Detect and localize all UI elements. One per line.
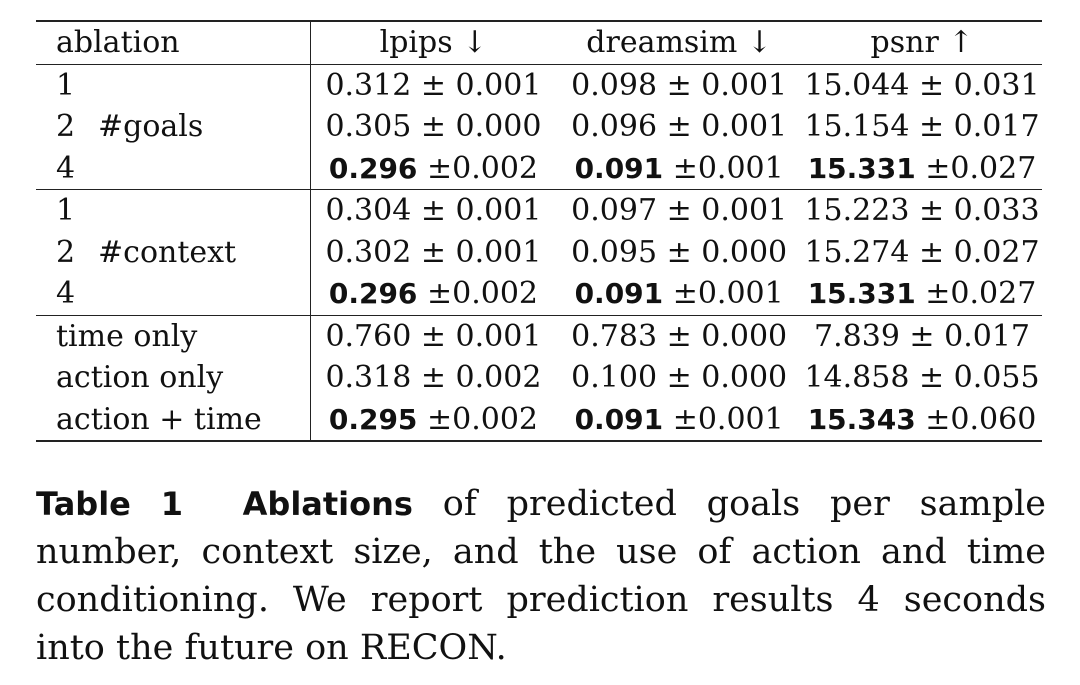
best-value: 0.091: [574, 402, 664, 436]
ablation-cell: action only: [36, 357, 311, 399]
table-row: 1 0.304 ± 0.001 0.097 ± 0.001 15.223 ± 0…: [36, 189, 1042, 232]
ablation-cell: 1: [36, 64, 311, 106]
group-label: #context: [98, 234, 237, 270]
group-goals: 1 0.312 ± 0.001 0.098 ± 0.001 15.044 ± 0…: [36, 64, 1042, 190]
table-header: ablation lpips ↓ dreamsim ↓ psnr ↑: [36, 21, 1042, 64]
header-psnr: psnr ↑: [870, 25, 974, 60]
caption-text: of predicted goals per sample number, co…: [36, 484, 1046, 668]
dreamsim-cell: 0.091 ±0.001: [556, 273, 802, 315]
psnr-cell: 15.044 ± 0.031: [804, 67, 1040, 103]
header-dreamsim: dreamsim ↓: [586, 25, 773, 60]
dreamsim-cell: 0.100 ± 0.000: [571, 360, 788, 395]
psnr-cell: 14.858 ± 0.055: [804, 360, 1040, 395]
best-value: 15.331: [807, 151, 916, 185]
psnr-cell: 15.343 ±0.060: [802, 399, 1042, 442]
error-value: ±0.027: [925, 276, 1037, 311]
best-value: 0.091: [574, 277, 664, 310]
best-value: 0.091: [574, 151, 664, 185]
dreamsim-cell: 0.096 ± 0.001: [571, 109, 788, 144]
ablation-cell: 1: [36, 189, 311, 232]
error-value: ±0.001: [672, 150, 784, 186]
ablation-cell: 2 #goals: [36, 106, 311, 148]
psnr-cell: 15.154 ± 0.017: [804, 109, 1040, 144]
best-value: 0.296: [328, 277, 418, 310]
lpips-cell: 0.296 ±0.002: [310, 148, 556, 190]
table-row: time only 0.760 ± 0.001 0.783 ± 0.000 7.…: [36, 315, 1042, 357]
dreamsim-cell: 0.783 ± 0.000: [571, 318, 788, 354]
setting-value: 2: [56, 234, 76, 270]
error-value: ±0.027: [925, 150, 1037, 186]
best-value: 0.295: [328, 402, 418, 436]
error-value: ±0.001: [672, 276, 784, 311]
table-row: action only 0.318 ± 0.002 0.100 ± 0.000 …: [36, 357, 1042, 399]
table-row: 2 #goals 0.305 ± 0.000 0.096 ± 0.001 15.1…: [36, 106, 1042, 148]
group-conditioning: time only 0.760 ± 0.001 0.783 ± 0.000 7.…: [36, 315, 1042, 441]
header-row: ablation lpips ↓ dreamsim ↓ psnr ↑: [36, 21, 1042, 64]
lpips-cell: 0.760 ± 0.001: [325, 318, 542, 354]
psnr-cell: 15.274 ± 0.027: [804, 234, 1040, 270]
best-value: 15.343: [807, 402, 916, 436]
error-value: ±0.060: [925, 401, 1037, 437]
caption-title: Ablations: [242, 485, 413, 523]
table-row: 4 0.296 ±0.002 0.091 ±0.001 15.331 ±0.02…: [36, 147, 1042, 190]
ablation-table-container: ablation lpips ↓ dreamsim ↓ psnr ↑ 1 0.3…: [36, 20, 1042, 442]
lpips-cell: 0.302 ± 0.001: [325, 234, 542, 270]
table-row: 2 #context 0.302 ± 0.001 0.095 ± 0.000 15…: [36, 231, 1042, 273]
dreamsim-cell: 0.091 ±0.001: [556, 399, 802, 442]
setting-value: 1: [56, 193, 76, 228]
setting-value: 1: [56, 67, 76, 103]
dreamsim-cell: 0.097 ± 0.001: [571, 193, 788, 228]
psnr-cell: 15.331 ±0.027: [802, 148, 1042, 190]
setting-value: 2: [56, 109, 76, 144]
table-row: 4 0.296 ±0.002 0.091 ±0.001 15.331 ±0.02…: [36, 273, 1042, 315]
error-value: ±0.002: [426, 401, 538, 437]
lpips-cell: 0.312 ± 0.001: [325, 67, 542, 103]
psnr-cell: 15.331 ±0.027: [802, 273, 1042, 315]
lpips-cell: 0.318 ± 0.002: [325, 360, 542, 395]
table-caption: Table 1 Ablations of predicted goals per…: [36, 480, 1046, 672]
lpips-cell: 0.305 ± 0.000: [325, 109, 542, 144]
ablation-cell: 4: [36, 273, 311, 315]
ablation-cell: action + time: [36, 398, 311, 441]
ablation-cell: 4: [36, 147, 311, 190]
best-value: 0.296: [328, 151, 418, 185]
setting-value: 4: [56, 276, 76, 311]
lpips-cell: 0.296 ±0.002: [310, 273, 556, 315]
error-value: ±0.002: [426, 150, 538, 186]
table-row: 1 0.312 ± 0.001 0.098 ± 0.001 15.044 ± 0…: [36, 64, 1042, 106]
dreamsim-cell: 0.091 ±0.001: [556, 148, 802, 190]
table-row: action + time 0.295 ±0.002 0.091 ±0.001 …: [36, 398, 1042, 442]
group-context: 1 0.304 ± 0.001 0.097 ± 0.001 15.223 ± 0…: [36, 189, 1042, 315]
setting-value: 4: [56, 150, 76, 186]
dreamsim-cell: 0.098 ± 0.001: [571, 67, 788, 103]
ablation-table: ablation lpips ↓ dreamsim ↓ psnr ↑ 1 0.3…: [36, 20, 1042, 442]
header-ablation: ablation: [36, 21, 311, 64]
lpips-cell: 0.304 ± 0.001: [325, 193, 542, 228]
best-value: 15.331: [807, 277, 916, 310]
error-value: ±0.002: [426, 276, 538, 311]
lpips-cell: 0.295 ±0.002: [310, 399, 556, 442]
caption-label: Table 1: [36, 485, 183, 523]
ablation-cell: time only: [36, 315, 311, 357]
dreamsim-cell: 0.095 ± 0.000: [571, 234, 788, 270]
ablation-cell: 2 #context: [36, 231, 311, 273]
header-lpips: lpips ↓: [379, 25, 488, 60]
psnr-cell: 15.223 ± 0.033: [804, 193, 1040, 228]
group-label: #goals: [98, 109, 204, 144]
error-value: ±0.001: [672, 401, 784, 437]
psnr-cell: 7.839 ± 0.017: [814, 318, 1030, 354]
